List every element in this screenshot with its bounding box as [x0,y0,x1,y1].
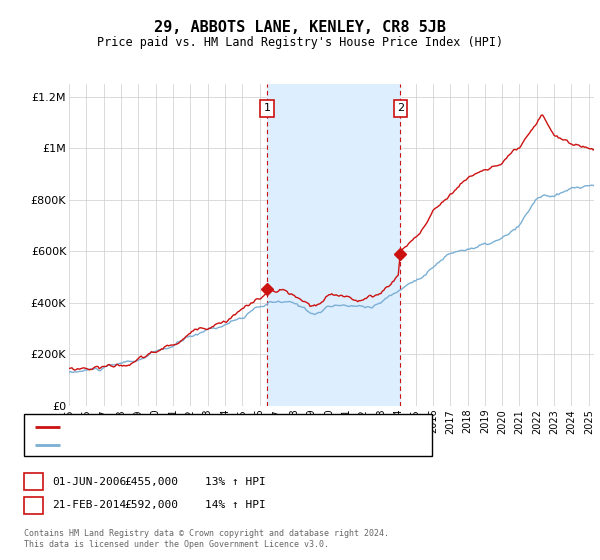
Bar [267,84,400,406]
Text: 2: 2 [30,498,37,512]
Text: 1: 1 [30,475,37,488]
Text: HPI: Average price, detached house, Croydon: HPI: Average price, detached house, Croy… [65,440,334,450]
Text: 2: 2 [397,104,404,114]
Text: £592,000: £592,000 [124,500,178,510]
Text: 1: 1 [263,104,271,114]
Text: 13% ↑ HPI: 13% ↑ HPI [205,477,266,487]
Text: 01-JUN-2006: 01-JUN-2006 [52,477,127,487]
Text: 29, ABBOTS LANE, KENLEY, CR8 5JB: 29, ABBOTS LANE, KENLEY, CR8 5JB [154,20,446,35]
Text: Contains HM Land Registry data © Crown copyright and database right 2024.
This d: Contains HM Land Registry data © Crown c… [24,529,389,549]
Text: Price paid vs. HM Land Registry's House Price Index (HPI): Price paid vs. HM Land Registry's House … [97,36,503,49]
Text: 29, ABBOTS LANE, KENLEY, CR8 5JB (detached house): 29, ABBOTS LANE, KENLEY, CR8 5JB (detach… [65,422,371,432]
Text: £455,000: £455,000 [124,477,178,487]
Text: 21-FEB-2014: 21-FEB-2014 [52,500,127,510]
Text: 14% ↑ HPI: 14% ↑ HPI [205,500,266,510]
